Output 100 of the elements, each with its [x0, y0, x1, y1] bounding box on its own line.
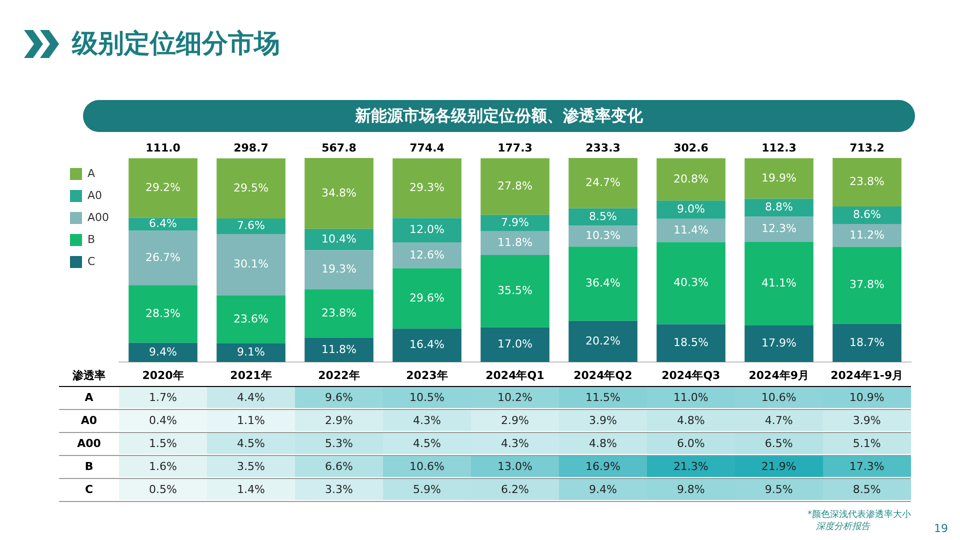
bar [128, 342, 198, 362]
data-label: 0.4% [119, 410, 207, 431]
bar [216, 234, 286, 296]
data-label: 23.6% [234, 312, 268, 326]
bar [568, 158, 638, 208]
data-label: 11.0% [646, 387, 735, 408]
y-tick-label: A0 [80, 413, 98, 429]
annotation: 567.8 [322, 142, 356, 155]
bar [216, 218, 286, 234]
bar [480, 158, 550, 215]
data-label: 1.1% [207, 410, 295, 431]
data-label: 19.9% [762, 171, 796, 184]
data-label: 12.6% [410, 248, 444, 262]
bar [128, 230, 198, 286]
bar [216, 295, 286, 344]
bar [832, 246, 902, 324]
bar [128, 218, 198, 231]
data-label: 29.5% [234, 181, 268, 194]
text: *颜色深浅代表渗透率大小 [806, 508, 911, 521]
annotation: 177.3 [498, 142, 532, 155]
bar [656, 218, 726, 242]
data-label: 0.5% [119, 479, 207, 500]
data-label: 13.0% [470, 456, 559, 477]
data-label: 11.5% [558, 387, 647, 408]
data-label: 20.2% [586, 334, 620, 348]
bar [128, 285, 198, 343]
bar [656, 158, 726, 201]
bar [480, 230, 550, 256]
data-label: 29.6% [410, 291, 444, 304]
data-label: 26.7% [146, 250, 180, 264]
data-label: 10.6% [734, 387, 823, 408]
bar [568, 246, 638, 321]
data-label: 8.5% [589, 210, 617, 223]
annotation: 233.3 [586, 142, 620, 155]
data-label: 20.8% [674, 172, 708, 186]
data-label: 30.1% [234, 258, 268, 271]
data-label: 34.8% [322, 186, 356, 200]
annotation: 111.0 [146, 142, 181, 155]
data-label: 4.4% [207, 387, 295, 408]
data-label: 4.3% [470, 433, 559, 454]
data-label: 1.4% [207, 479, 295, 500]
bar [832, 158, 902, 207]
data-label: 40.3% [674, 276, 708, 290]
bar [832, 324, 902, 362]
y-tick-label: B [84, 459, 94, 475]
data-label: 27.8% [498, 179, 532, 192]
data-label: 5.9% [382, 479, 471, 500]
data-label: 4.5% [382, 433, 471, 454]
data-label: 21.3% [646, 456, 735, 477]
data-label: 4.8% [558, 433, 647, 454]
data-label: 9.0% [677, 202, 705, 216]
x-tick-label: 2024年Q3 [660, 368, 722, 382]
data-label: 6.4% [149, 217, 177, 230]
bar [392, 242, 462, 268]
bar [304, 250, 374, 290]
bar [568, 320, 638, 362]
data-label: 11.4% [674, 223, 708, 236]
data-label: 3.9% [822, 410, 911, 431]
data-label: 29.2% [146, 180, 180, 194]
data-label: 41.1% [762, 276, 796, 290]
annotation: 112.3 [762, 142, 796, 155]
data-label: 1.6% [119, 456, 207, 477]
x-tick-label: 2022年 [317, 368, 361, 382]
data-label: 9.6% [294, 387, 383, 408]
bar [656, 324, 726, 362]
bar [480, 327, 550, 362]
data-label: 6.6% [294, 456, 383, 477]
bar [656, 242, 726, 324]
data-label: 11.2% [850, 228, 884, 242]
x-tick-label: 2024年Q2 [572, 368, 634, 382]
data-label: 29.3% [410, 181, 444, 194]
x-tick-label: 2020年 [141, 368, 185, 382]
data-label: 11.8% [322, 342, 356, 356]
x-tick-label: 2021年 [229, 368, 273, 382]
text: 19 [934, 522, 948, 535]
bar [744, 326, 814, 362]
data-label: 21.9% [734, 456, 823, 477]
bar [832, 224, 902, 247]
annotation: 713.2 [850, 142, 884, 155]
data-label: 3.9% [558, 410, 647, 431]
bar [392, 158, 462, 218]
bar [656, 200, 726, 219]
data-label: 24.7% [586, 176, 620, 190]
bar [744, 242, 814, 326]
bar [304, 289, 374, 338]
data-label: 11.8% [498, 236, 532, 249]
data-label: 1.7% [119, 387, 207, 408]
data-label: 7.9% [501, 216, 529, 229]
bar [392, 218, 462, 243]
data-label: 17.9% [762, 336, 796, 350]
chart-subtitle: 新能源市场各级别定位份额、渗透率变化 [83, 100, 915, 132]
bar [832, 206, 902, 224]
bar [304, 338, 374, 362]
data-label: 10.2% [470, 387, 559, 408]
data-label: 8.8% [765, 200, 793, 214]
annotation: 298.7 [234, 142, 268, 155]
y-tick-label: A00 [76, 436, 102, 452]
data-label: 2.9% [470, 410, 559, 431]
bar [216, 343, 286, 362]
data-label: 9.4% [149, 345, 177, 358]
